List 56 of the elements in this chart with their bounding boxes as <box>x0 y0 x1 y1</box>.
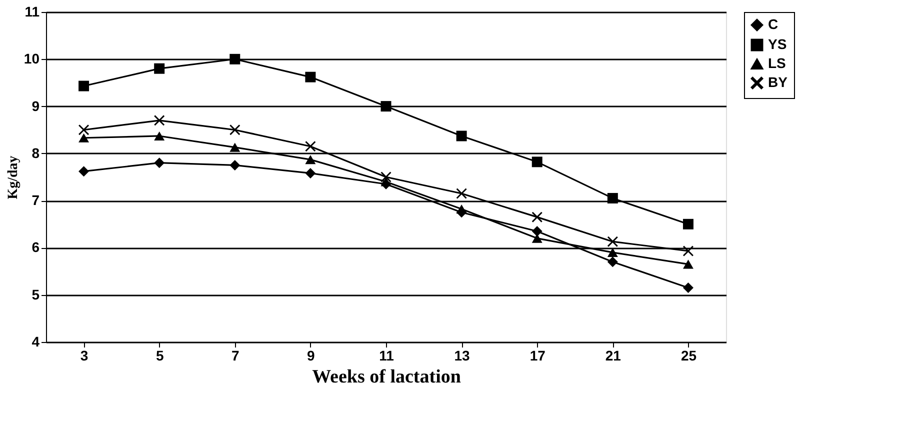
y-tick-label: 6 <box>32 239 40 256</box>
point <box>230 142 240 152</box>
point <box>380 177 392 186</box>
y-tick-label: 5 <box>32 286 40 302</box>
point <box>532 156 542 168</box>
point <box>305 72 316 82</box>
point <box>607 192 618 204</box>
legend-label: YS <box>768 36 787 52</box>
point <box>607 256 618 268</box>
legend-label: LS <box>768 55 786 71</box>
y-tick-label: 4 <box>32 334 40 350</box>
x-tick-label: 17 <box>530 348 546 364</box>
legend-label: C <box>768 16 778 32</box>
point <box>154 63 165 74</box>
y-tick-label: 10 <box>24 50 40 67</box>
point <box>78 133 90 142</box>
point <box>78 80 90 92</box>
x-tick-label: 25 <box>680 348 697 364</box>
y-tick-label: 7 <box>32 192 40 208</box>
point <box>305 155 316 164</box>
point <box>682 260 694 269</box>
point <box>532 212 542 222</box>
point <box>607 236 618 247</box>
point <box>456 204 467 214</box>
y-tick-label: 11 <box>24 4 40 20</box>
x-tick-label: 9 <box>307 348 316 364</box>
point <box>682 282 694 294</box>
x-tick-label: 11 <box>379 348 394 364</box>
y-axis-title: Kg/day <box>6 156 21 200</box>
point <box>78 124 90 136</box>
point <box>154 131 165 141</box>
y-tick-label: 8 <box>32 144 40 161</box>
x-tick-label: 5 <box>156 348 164 364</box>
point <box>456 188 467 199</box>
y-tick-label: 9 <box>32 98 40 114</box>
point <box>305 168 316 178</box>
point <box>607 248 618 257</box>
point <box>305 141 316 152</box>
x-axis-title: Weeks of lactation <box>312 366 462 388</box>
x-tick-label: 3 <box>80 348 88 364</box>
point <box>230 160 240 170</box>
point <box>532 226 542 236</box>
point <box>380 172 392 182</box>
point <box>456 130 467 142</box>
x-tick-label: 21 <box>605 348 622 364</box>
point <box>154 115 165 126</box>
legend-label: BY <box>768 74 788 90</box>
point <box>682 246 694 256</box>
x-tick-label: 13 <box>454 348 470 364</box>
point <box>154 158 165 168</box>
x-tick-label: 7 <box>231 348 240 364</box>
point <box>230 54 240 64</box>
point <box>682 218 694 230</box>
point <box>230 124 240 136</box>
point <box>78 166 90 177</box>
point <box>380 101 392 112</box>
